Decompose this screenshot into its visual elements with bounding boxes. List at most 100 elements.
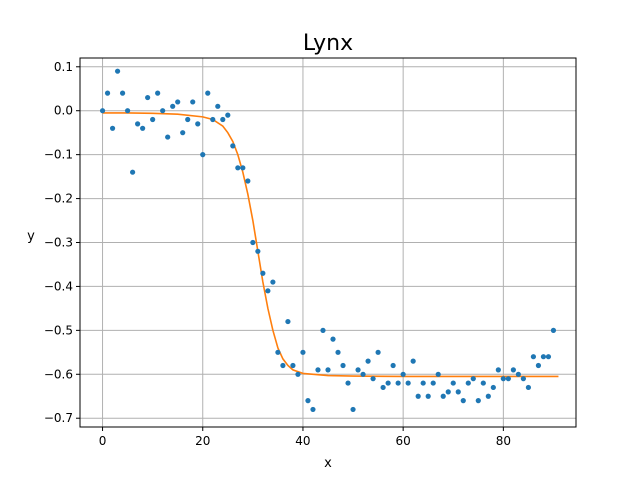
data-point [114,68,121,74]
data-point [340,362,346,369]
x-axis-ticks: 0 20 40 60 80 [99,427,511,448]
data-point [420,380,426,386]
x-tick-label: 0 [99,434,107,448]
data-point [280,362,286,369]
y-tick-label: 0.1 [54,60,73,74]
data-point [215,103,221,109]
y-tick-label: −0.7 [44,411,73,425]
data-point [295,371,301,377]
data-point [195,121,201,127]
data-point [355,367,361,373]
data-point [180,130,186,136]
data-point [405,380,411,386]
data-point [160,108,166,114]
data-point [490,384,496,391]
data-point [165,134,171,140]
data-point [285,318,291,325]
data-point [104,90,111,96]
data-point [360,371,366,377]
x-axis-label: x [324,456,332,471]
data-point [250,239,256,246]
y-tick-label: −0.2 [44,192,73,206]
fit-curve-layer [102,112,559,378]
data-point [440,393,446,399]
data-point [350,406,356,413]
data-point [210,116,216,123]
data-point [150,116,156,123]
data-point [225,112,231,118]
data-point [140,125,146,131]
y-tick-label: −0.1 [44,148,73,162]
data-point [515,371,521,377]
data-point [170,103,176,109]
data-point [235,165,241,171]
data-point [109,125,116,131]
data-point [260,270,266,276]
data-point [470,376,476,382]
data-point [450,380,456,386]
data-point [535,362,542,369]
plot-area: 0 20 40 60 80 0.1 0.0 −0.1 −0.2 −0.3 −0.4 −0.5 −0.6… [44,57,577,448]
data-point [540,354,547,360]
chart-title: Lynx [303,31,353,56]
data-point [435,371,441,377]
data-point [265,288,271,294]
data-point [335,349,341,355]
data-point [465,380,471,386]
data-point [240,165,246,171]
data-point [205,90,211,96]
data-point [370,376,376,382]
x-tick-label: 80 [496,434,511,448]
data-point [330,336,336,342]
x-tick-label: 20 [195,434,210,448]
grid-lines [80,58,576,427]
fit-curve-line [102,112,559,378]
data-point [119,90,126,96]
data-point [390,362,396,369]
data-point [400,371,406,377]
data-point [550,327,557,333]
data-point [275,349,281,355]
data-point [220,116,226,123]
data-point [460,398,466,404]
data-point [410,358,416,364]
data-point [365,358,371,364]
data-point [145,94,151,101]
data-point [310,406,316,413]
data-point [99,108,106,114]
data-point [510,367,516,373]
y-tick-label: −0.3 [44,236,73,250]
data-point [385,380,391,386]
data-point [155,90,161,96]
data-point [445,389,451,395]
data-point [505,376,511,382]
data-point [375,349,381,355]
data-point [425,393,431,399]
data-point [130,169,136,175]
data-point [255,248,261,254]
data-point [125,108,131,114]
data-point [345,380,351,386]
data-point [325,367,331,373]
data-points-layer [99,68,557,413]
data-point [200,152,206,158]
data-point [380,384,386,391]
data-point [395,380,401,386]
data-point [430,380,436,386]
data-point [190,99,196,105]
data-point [520,376,526,382]
data-point [475,398,481,404]
x-tick-label: 60 [396,434,411,448]
data-point [525,384,532,391]
data-point [530,354,537,360]
data-point [305,398,311,404]
y-tick-label: 0.0 [54,104,73,118]
data-point [480,380,486,386]
data-point [230,143,236,149]
y-tick-label: −0.6 [44,367,73,381]
data-point [135,121,141,127]
data-point [185,116,191,123]
data-point [500,376,506,382]
data-point [175,99,181,105]
